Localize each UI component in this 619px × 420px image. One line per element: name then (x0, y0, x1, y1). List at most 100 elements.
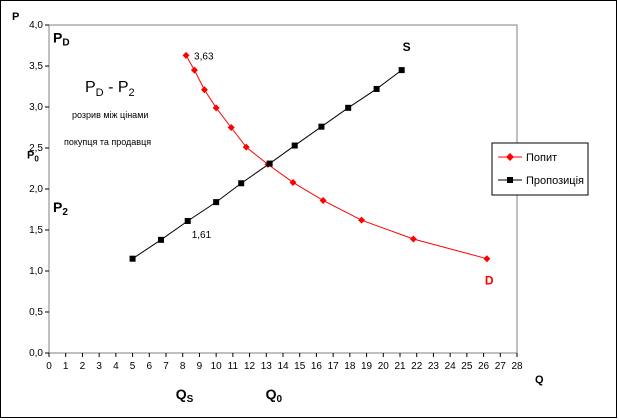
y-tick-label: 1,5 (29, 225, 43, 236)
x-tick-label: 24 (445, 361, 457, 372)
legend-marker-supply (507, 177, 513, 183)
pd-marker-base: P (53, 29, 62, 45)
p0-marker-label: P0 (27, 149, 39, 163)
plot-area (48, 24, 518, 354)
supply-point (398, 67, 405, 74)
x-tick-label: 14 (277, 361, 289, 372)
demand-point (483, 255, 491, 263)
x-tick-label: 25 (461, 361, 473, 372)
p2-marker-label: P2 (53, 199, 68, 218)
y-axis-ticks: 0,0 0,5 1,0 1,5 2,0 2,5 3,0 3,5 4,0 (29, 20, 49, 359)
legend-label-demand: Попит (526, 152, 557, 164)
legend-marker-demand (506, 153, 514, 161)
x-tick-label: 20 (378, 361, 390, 372)
series-layer (129, 51, 491, 263)
p0-marker-base: P (27, 149, 34, 161)
demand-point (358, 216, 366, 224)
point-label-min-price: 1,61 (192, 230, 212, 241)
demand-point (190, 66, 198, 74)
supply-point (266, 160, 273, 167)
legend-box (491, 142, 589, 196)
x-tick-label: 2 (80, 361, 86, 372)
y-axis-title: P (12, 11, 19, 23)
x-tick-label: 9 (197, 361, 203, 372)
y-tick-label: 0,5 (29, 307, 43, 318)
y-tick-label: 3,0 (29, 102, 43, 113)
supply-point (238, 180, 245, 187)
x-tick-label: 11 (228, 361, 239, 372)
x-tick-label: 13 (261, 361, 273, 372)
x-tick-label: 17 (328, 361, 340, 372)
pd-marker-label: PD (53, 29, 70, 48)
gap-formula-mid: - P (104, 79, 129, 96)
supply-point (291, 142, 298, 149)
supply-point (373, 85, 380, 92)
p2-marker-base: P (53, 199, 62, 215)
x-tick-label: 5 (130, 361, 136, 372)
series-line-0 (185, 55, 488, 260)
x-axis-ticks: 0 1 2 3 4 5 6 7 8 9 10 11 12 13 14 15 16 17 18 19 20 21 22 23 24… (46, 353, 523, 372)
supply-point (318, 123, 325, 130)
gap-formula: PD - P2 (85, 79, 135, 99)
supply-point (213, 199, 220, 206)
demand-point (212, 104, 220, 112)
qs-marker-base: Q (176, 386, 187, 402)
y-tick-label: 0,0 (29, 348, 43, 359)
y-tick-label: 1,0 (29, 266, 43, 277)
demand-point (182, 51, 190, 59)
x-tick-label: 8 (180, 361, 186, 372)
x-tick-label: 26 (478, 361, 490, 372)
demand-point (242, 143, 250, 151)
x-tick-label: 6 (147, 361, 153, 372)
y-tick-label: 4,0 (29, 20, 43, 31)
supply-point (184, 217, 191, 224)
x-tick-label: 16 (311, 361, 323, 372)
gap-formula-sub1: D (96, 87, 104, 99)
x-tick-label: 0 (46, 361, 52, 372)
x-axis-title: Q (535, 374, 544, 386)
x-tick-label: 12 (244, 361, 256, 372)
x-tick-label: 15 (294, 361, 306, 372)
p0-marker-sub: 0 (34, 154, 39, 163)
x-tick-label: 1 (63, 361, 69, 372)
supply-curve-label: S (403, 40, 411, 54)
x-tick-label: 10 (211, 361, 223, 372)
x-tick-label: 19 (361, 361, 373, 372)
x-tick-label: 28 (511, 361, 523, 372)
legend-label-supply: Пропозиція (526, 175, 584, 187)
q0-marker-base: Q (266, 386, 277, 402)
y-tick-label: 3,5 (29, 61, 43, 72)
x-tick-label: 18 (344, 361, 356, 372)
supply-point (345, 104, 352, 111)
x-tick-label: 3 (96, 361, 102, 372)
demand-point (409, 235, 417, 243)
qs-marker-label: QS (176, 386, 194, 405)
pd-marker-sub: D (62, 37, 69, 48)
p2-marker-sub: 2 (62, 207, 68, 218)
gap-note-line2: покупця та продавця (64, 137, 151, 147)
q0-marker-label: Q0 (266, 386, 283, 405)
x-tick-label: 23 (428, 361, 440, 372)
x-tick-label: 4 (113, 361, 119, 372)
supply-point (129, 255, 136, 262)
demand-point (319, 196, 327, 204)
x-tick-label: 21 (394, 361, 406, 372)
demand-point (289, 178, 297, 186)
demand-point (200, 86, 208, 94)
y-tick-label: 2,0 (29, 184, 43, 195)
demand-curve-label: D (485, 274, 494, 288)
q0-marker-sub: 0 (277, 394, 283, 405)
gap-formula-p1: P (85, 79, 96, 96)
demand-point (227, 124, 235, 131)
x-tick-label: 7 (163, 361, 169, 372)
y-tick-label: 2,5 (29, 143, 43, 154)
gap-note-line1: розрив між цінами (72, 110, 148, 120)
gap-formula-sub2: 2 (129, 87, 135, 99)
x-tick-label: 22 (411, 361, 423, 372)
x-tick-label: 27 (495, 361, 507, 372)
legend: Попит Пропозиція (491, 142, 589, 196)
qs-marker-sub: S (187, 394, 194, 405)
point-label-max-price: 3,63 (194, 51, 214, 62)
